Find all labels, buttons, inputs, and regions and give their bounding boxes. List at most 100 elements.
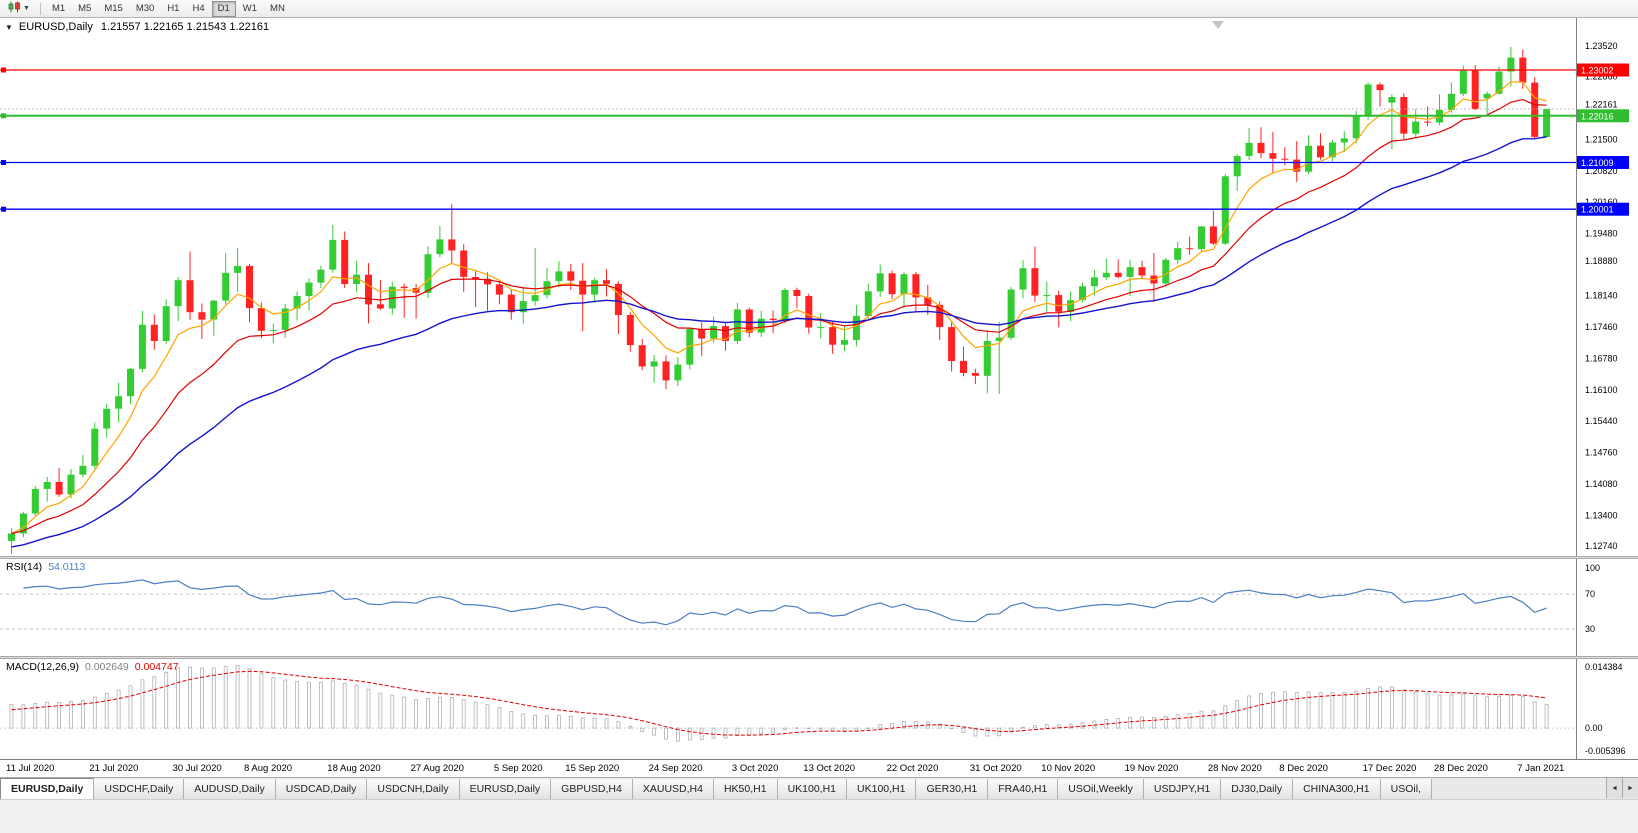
chart-tab-uk100-h1[interactable]: UK100,H1 (847, 779, 917, 799)
date-label: 13 Oct 2020 (803, 763, 856, 774)
date-label: 15 Sep 2020 (565, 763, 620, 774)
tab-scroll-left-icon[interactable]: ◄ (1606, 778, 1622, 798)
timeframe-button-m15[interactable]: M15 (104, 3, 123, 14)
candlestick-chart-icon (8, 0, 21, 18)
line-handle[interactable] (1, 113, 6, 119)
svg-text:1.21500: 1.21500 (1585, 135, 1618, 145)
macd-main-value: 0.002649 (84, 661, 129, 673)
ma-14-line (11, 98, 1547, 535)
chart-tab-audusd-daily[interactable]: AUDUSD,Daily (184, 779, 276, 799)
line-handle[interactable] (1, 206, 6, 212)
svg-text:1.16100: 1.16100 (1585, 385, 1618, 395)
chart-tab-china300-h1[interactable]: CHINA300,H1 (1293, 779, 1381, 799)
svg-text:-0.005396: -0.005396 (1585, 746, 1626, 756)
main-chart-pane: ▼ EURUSD,Daily 1.21557 1.22165 1.21543 1… (0, 18, 1638, 556)
timeframe-button-m1[interactable]: M1 (51, 3, 66, 14)
line-handle[interactable] (1, 160, 6, 165)
chart-tab-ger30-h1[interactable]: GER30,H1 (916, 779, 989, 799)
svg-text:1.18880: 1.18880 (1585, 256, 1618, 266)
date-label: 5 Sep 2020 (493, 763, 543, 774)
toolbar-separator (39, 2, 41, 15)
svg-text:1.23520: 1.23520 (1585, 41, 1618, 51)
svg-text:1.12740: 1.12740 (1585, 541, 1618, 551)
date-label: 21 Jul 2020 (89, 763, 139, 774)
chart-tab-gbpusd-h4[interactable]: GBPUSD,H4 (551, 779, 633, 799)
chart-tab-usdcnh-daily[interactable]: USDCNH,Daily (367, 779, 460, 799)
date-label: 11 Jul 2020 (6, 763, 55, 774)
line-handle[interactable] (1, 67, 6, 73)
macd-signal-value: 0.004747 (134, 661, 179, 673)
rsi-name: RSI(14) (6, 561, 43, 573)
date-label: 31 Oct 2020 (969, 763, 1022, 774)
price-chart[interactable]: 1.23520 1.22860 1.21500 1.20820 1.20160 1.194… (0, 18, 1638, 556)
svg-text:1.21009: 1.21009 (1581, 158, 1614, 168)
rsi-value: 54.0113 (48, 561, 86, 573)
pane-splitter[interactable] (0, 556, 1638, 559)
toolbar: ▼ M1 M5 M15 M30 H1 H4 D1 W1 MN (0, 0, 1638, 18)
svg-text:1.13400: 1.13400 (1585, 510, 1618, 520)
one-click-trading-toggle[interactable]: ▼ (5, 22, 13, 32)
chart-tab-usoil-weekly[interactable]: USOil,Weekly (1058, 779, 1144, 799)
chart-title: ▼ EURUSD,Daily 1.21557 1.22165 1.21543 1… (5, 21, 269, 33)
svg-text:1.19480: 1.19480 (1585, 228, 1618, 238)
chart-shift-marker[interactable] (1212, 21, 1224, 29)
date-label: 8 Aug 2020 (244, 763, 293, 774)
macd-histogram (9, 665, 1549, 742)
svg-text:1.23002: 1.23002 (1581, 66, 1614, 76)
chart-tab-eurusd-daily[interactable]: EURUSD,Daily (459, 779, 552, 799)
svg-text:1.20820: 1.20820 (1585, 166, 1618, 176)
chart-tab-fra40-h1[interactable]: FRA40,H1 (988, 779, 1059, 799)
timeframe-button-mn[interactable]: MN (270, 3, 285, 14)
date-label: 22 Oct 2020 (886, 763, 939, 774)
pane-splitter[interactable] (0, 656, 1638, 659)
chart-tab-bar: EURUSD,Daily USDCHF,Daily AUDUSD,Daily USDC… (0, 777, 1638, 799)
price-axis-ticks: 1.23520 1.22860 1.21500 1.20820 1.20160 1.194… (1585, 41, 1618, 551)
chart-tab-usdcad-daily[interactable]: USDCAD,Daily (275, 779, 368, 799)
last-price-label: 1.22161 (1585, 100, 1618, 110)
window-bottom-strip (0, 799, 1638, 833)
chart-tab-usoil[interactable]: USOil, (1380, 779, 1432, 799)
timeframe-button-m5[interactable]: M5 (78, 3, 92, 14)
timeframe-button-m30[interactable]: M30 (135, 3, 155, 14)
date-label: 17 Dec 2020 (1362, 763, 1417, 774)
timeframe-button-h4[interactable]: H4 (192, 3, 205, 14)
svg-text:70: 70 (1585, 589, 1595, 599)
svg-text:0.00: 0.00 (1585, 723, 1603, 733)
svg-text:1.22860: 1.22860 (1585, 72, 1618, 82)
timeframe-button-d1[interactable]: D1 (211, 0, 236, 17)
date-label: 28 Dec 2020 (1434, 763, 1488, 774)
rsi-line (23, 579, 1547, 626)
chart-tab-uk100-h1[interactable]: UK100,H1 (777, 779, 848, 799)
date-label: 18 Aug 2020 (327, 763, 381, 774)
date-axis: 11 Jul 2020 21 Jul 2020 30 Jul 2020 8 Aug 2… (0, 759, 1638, 777)
svg-text:1.22016: 1.22016 (1581, 111, 1614, 121)
ma-6-line (11, 81, 1547, 535)
date-label: 19 Nov 2020 (1124, 763, 1179, 774)
rsi-pane: RSI(14) 54.0113 100 70 30 (0, 559, 1638, 656)
rsi-chart[interactable]: 100 70 30 (0, 559, 1638, 656)
chart-tab-xauusd-h4[interactable]: XAUUSD,H4 (632, 779, 714, 799)
chart-tab-usdjpy-h1[interactable]: USDJPY,H1 (1143, 779, 1222, 799)
chart-type-button[interactable]: ▼ (3, 0, 35, 17)
svg-text:1.17460: 1.17460 (1585, 322, 1618, 332)
chart-tab-usdchf-daily[interactable]: USDCHF,Daily (94, 779, 185, 799)
timeframe-button-w1[interactable]: W1 (242, 3, 258, 14)
svg-text:1.14080: 1.14080 (1585, 479, 1618, 489)
timeframe-button-h1[interactable]: H1 (167, 3, 180, 14)
rsi-label: RSI(14) 54.0113 (6, 561, 85, 573)
price-tag (1577, 156, 1629, 169)
tab-scrollers: ◄ ► (1606, 778, 1638, 798)
svg-text:30: 30 (1585, 624, 1595, 634)
macd-name: MACD(12,26,9) (6, 661, 79, 673)
chart-tab-dj30-daily[interactable]: DJ30,Daily (1221, 779, 1294, 799)
ma-30-line (11, 136, 1547, 548)
timeframe-buttons: M1 M5 M15 M30 H1 H4 D1 W1 MN (46, 0, 291, 17)
macd-chart[interactable]: 0.014384 0.00 -0.005396 (0, 659, 1638, 759)
date-label: 7 Jan 2021 (1517, 763, 1565, 774)
ohlc-values: 1.21557 1.22165 1.21543 1.22161 (100, 21, 270, 33)
chart-tab-hk50-h1[interactable]: HK50,H1 (713, 779, 778, 799)
date-label: 28 Nov 2020 (1207, 763, 1262, 774)
tab-scroll-right-icon[interactable]: ► (1622, 778, 1638, 798)
candlestick-series (8, 46, 1551, 554)
chart-tab-eurusd-daily[interactable]: EURUSD,Daily (0, 778, 95, 799)
